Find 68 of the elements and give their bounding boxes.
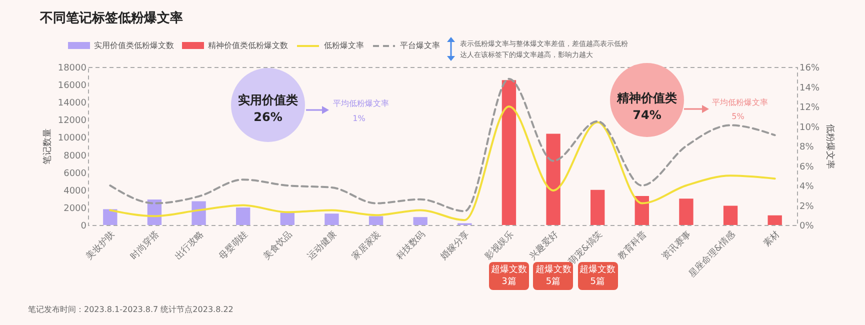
annotation: 平均低粉爆文率 [333, 98, 389, 109]
bar [413, 217, 428, 225]
text: 超爆文数 5篇 [578, 262, 618, 290]
x-tick-label: 兴趣爱好 [527, 228, 560, 262]
bar [634, 196, 649, 225]
y-tick-label: 0 [80, 222, 87, 232]
annotation: 1% [352, 114, 366, 123]
y2-tick-label: 6% [800, 162, 814, 172]
y2-tick-label: 16% [800, 64, 820, 74]
line-series [109, 106, 776, 222]
legend-label: 实用价值类低粉爆文数 [94, 40, 174, 51]
annotation: 精神价值类 [617, 90, 677, 107]
bar [768, 215, 782, 225]
x-tick-label: 运动健康 [306, 228, 339, 262]
bar [590, 190, 605, 225]
x-tick-label: 科技数码 [394, 228, 428, 262]
text: 笔记发布时间：2023.8.1-2023.8.7 统计节点2023.8.22 [28, 304, 234, 315]
x-tick-label: 时尚穿搭 [128, 228, 162, 262]
x-tick-label: 素材 [761, 228, 782, 250]
y-tick-label: 10000 [58, 134, 87, 144]
x-tick-label: 影视娱乐 [482, 228, 516, 262]
y2-tick-label: 4% [800, 182, 814, 192]
y-tick-label: 12000 [58, 116, 87, 126]
bar [192, 201, 206, 225]
x-tick-label: 出行攻略 [172, 228, 206, 262]
chart-title: 不同笔记标签低粉爆文率 [40, 10, 183, 27]
y2-tick-label: 2% [800, 202, 814, 212]
bar [546, 134, 560, 225]
y2-axis-title: 低粉爆文率 [824, 124, 836, 169]
y-tick-label: 4000 [64, 186, 87, 196]
x-tick-label: 美妆护肤 [84, 228, 118, 262]
x-tick-label: 美食饮品 [261, 228, 294, 262]
bar [103, 209, 118, 225]
y2-tick-label: 0% [800, 222, 814, 232]
x-tick-label: 婚嫁分享 [438, 228, 472, 262]
y2-tick-label: 10% [800, 122, 820, 133]
bar [502, 80, 516, 225]
bar [679, 198, 694, 225]
legend-label: 低粉爆文率 [324, 40, 364, 51]
annotation: 74% [632, 108, 662, 122]
legend-label: 精神价值类低粉爆文数 [208, 40, 288, 51]
y-tick-label: 14000 [58, 98, 87, 109]
bar [236, 207, 250, 225]
annotation: 5% [732, 112, 744, 121]
y-tick-label: 6000 [64, 168, 87, 179]
y-tick-label: 2000 [64, 204, 87, 214]
text: 超爆文数 5篇 [533, 262, 574, 290]
line-series [109, 78, 776, 212]
y-tick-label: 8000 [64, 151, 87, 162]
x-tick-label: 教育科普 [616, 228, 649, 262]
x-tick-label: 家居家装 [350, 228, 384, 262]
x-tick-label: 资讯赛事 [660, 228, 694, 262]
y2-tick-label: 12% [800, 103, 820, 113]
annotation: 实用价值类 [238, 92, 298, 109]
bar [324, 214, 339, 225]
y-axis-title: 笔记数量 [42, 128, 53, 164]
annotation: 26% [254, 110, 282, 124]
bar [723, 206, 738, 225]
y2-tick-label: 14% [800, 83, 820, 94]
annotation: 平均低粉爆文率 [712, 97, 768, 108]
bar [368, 216, 384, 225]
y-tick-label: 18000 [58, 64, 87, 74]
y-tick-label: 16000 [58, 81, 87, 92]
text: 超爆文数 3篇 [488, 262, 529, 290]
legend-label: 平台爆文率 [400, 40, 440, 51]
y2-tick-label: 8% [800, 142, 814, 152]
x-tick-label: 母婴萌娃 [216, 228, 250, 262]
bar [280, 212, 294, 225]
